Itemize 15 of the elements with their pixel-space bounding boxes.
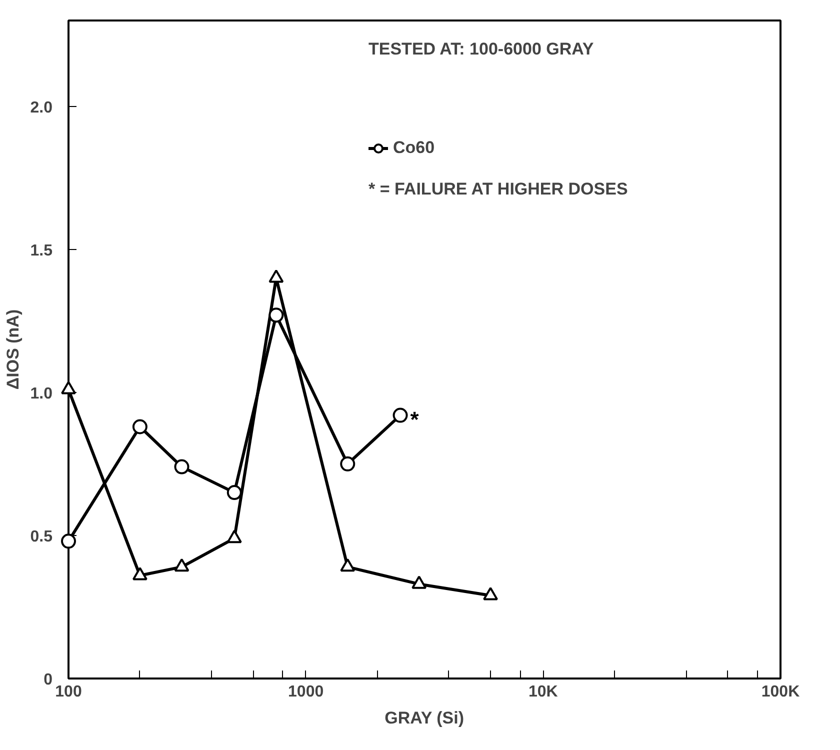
y-tick-label: 1.0: [30, 385, 53, 402]
x-tick-label: 100K: [761, 684, 800, 700]
x-axis-title: GRAY (Si): [384, 708, 464, 728]
y-tick-label: 1.5: [30, 242, 53, 260]
y-tick-label: 2.0: [30, 99, 53, 116]
x-tick-label: 1000: [288, 684, 324, 700]
y-tick-label: 0.5: [30, 528, 53, 546]
y-tick-label: 0: [44, 672, 53, 688]
annotation: TESTED AT: 100-6000 GRAY: [368, 40, 594, 58]
annotation: *: [410, 406, 420, 432]
annotation: * = FAILURE AT HIGHER DOSES: [368, 180, 628, 198]
legend-label: Co60: [393, 138, 435, 158]
y-axis-title: ΔIOS (nA): [3, 309, 22, 390]
x-tick-label: 10K: [528, 684, 558, 700]
x-tick-label: 100: [55, 684, 82, 700]
